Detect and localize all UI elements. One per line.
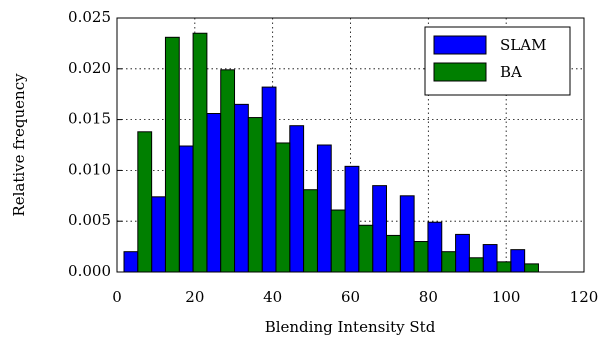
bar [303, 189, 318, 273]
bar [164, 36, 180, 273]
bar [399, 195, 415, 273]
bar [455, 233, 470, 273]
bar [289, 125, 305, 273]
bar [247, 117, 263, 273]
legend-label: SLAM [500, 36, 546, 54]
y-tick-label: 0.000 [68, 262, 111, 280]
x-tick-label: 100 [492, 288, 521, 306]
x-tick-label: 80 [419, 288, 438, 306]
bar [510, 249, 526, 273]
bar [441, 251, 457, 273]
bar [385, 234, 401, 273]
bar [220, 69, 236, 273]
x-tick-label: 60 [341, 288, 360, 306]
bar [358, 224, 374, 273]
bar [413, 241, 429, 273]
bar [316, 144, 332, 273]
bar [496, 261, 512, 273]
x-tick-label: 40 [263, 288, 282, 306]
bar [330, 209, 346, 273]
bar [123, 251, 139, 273]
bar [151, 196, 166, 273]
bar [524, 263, 539, 273]
bar [261, 86, 277, 273]
bar [344, 165, 360, 273]
y-tick-label: 0.005 [68, 211, 111, 229]
bar [206, 113, 222, 273]
y-tick-label: 0.010 [68, 160, 111, 178]
bar [234, 103, 249, 273]
bar [275, 142, 291, 273]
y-axis-label: Relative frequency [10, 73, 28, 217]
bar [427, 221, 443, 273]
legend-swatch [433, 35, 487, 55]
y-tick-label: 0.025 [68, 8, 111, 26]
y-tick-label: 0.015 [68, 110, 111, 128]
x-tick-label: 120 [570, 288, 599, 306]
y-tick-label: 0.020 [68, 59, 111, 77]
bar [482, 244, 498, 273]
bar [468, 257, 484, 273]
plot-frame [116, 17, 585, 273]
x-tick-label: 20 [185, 288, 204, 306]
legend-label: BA [500, 63, 522, 81]
bar [137, 131, 153, 273]
bar [372, 185, 387, 273]
bar [178, 145, 194, 273]
legend-swatch [433, 62, 487, 82]
x-axis-label: Blending Intensity Std [265, 318, 436, 336]
x-tick-label: 0 [112, 288, 122, 306]
bar [192, 32, 208, 273]
